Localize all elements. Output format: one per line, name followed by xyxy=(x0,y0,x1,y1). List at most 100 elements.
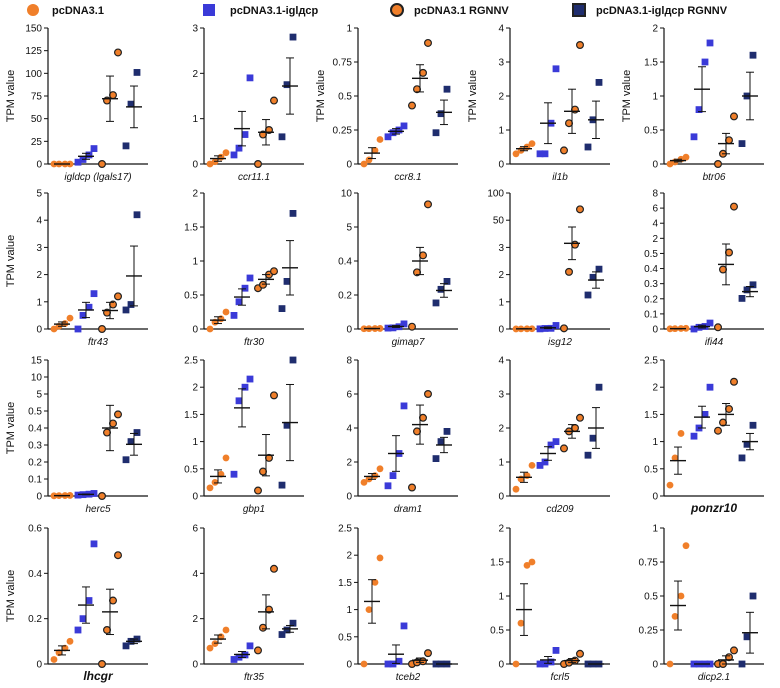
y-tick-label: 8 xyxy=(652,189,658,200)
y-axis-label: TPM value xyxy=(5,402,17,455)
data-point xyxy=(127,438,135,445)
gene-label: igldcp (lgals17) xyxy=(64,172,131,183)
y-tick-label: 125 xyxy=(25,46,42,57)
y-tick-label: 2 xyxy=(192,383,198,394)
data-point xyxy=(283,278,291,285)
data-point xyxy=(541,660,549,668)
data-point xyxy=(102,625,111,634)
y-tick-label: 0.5 xyxy=(644,249,658,260)
y-tick-label: 4 xyxy=(652,219,658,230)
y-tick-label: 50 xyxy=(31,114,43,125)
gene-label: ftr35 xyxy=(244,672,264,683)
y-tick-label: 100 xyxy=(487,189,504,200)
y-tick-label: 25 xyxy=(31,137,43,148)
data-point xyxy=(536,462,544,469)
gene-label: ccr8.1 xyxy=(394,172,421,183)
y-tick-label: 3 xyxy=(498,58,504,69)
data-point xyxy=(575,413,584,422)
y-tick-label: 0 xyxy=(652,160,658,171)
panel-ifi44: 0 0.1 0.2 0.3 0.4 0.5 2 4 6 8 ifi44 xyxy=(644,189,764,348)
data-point xyxy=(97,160,106,169)
data-point xyxy=(97,325,106,334)
data-point xyxy=(230,470,238,478)
data-point xyxy=(419,413,428,422)
data-point xyxy=(690,325,698,333)
panel-herc5: 0 0.1 0.2 0.3 0.4 0.5 5 10 15 TPM value herc5 xyxy=(5,356,148,515)
data-point xyxy=(749,592,757,600)
panel-tceb2: 0 0.5 1 1.5 2 2.5 tceb2 xyxy=(338,524,458,683)
data-point xyxy=(235,397,243,405)
data-point xyxy=(127,301,135,308)
data-point xyxy=(547,658,555,666)
data-point xyxy=(564,119,573,128)
data-point xyxy=(90,540,98,548)
data-point xyxy=(552,438,560,445)
y-tick-label: 2 xyxy=(346,551,352,562)
data-point xyxy=(559,444,568,453)
data-point xyxy=(512,485,520,493)
y-tick-label: 5 xyxy=(36,390,42,401)
data-point xyxy=(74,491,82,499)
data-point xyxy=(235,144,243,152)
data-point xyxy=(724,248,733,257)
y-tick-label: 2 xyxy=(498,524,504,535)
data-point xyxy=(424,390,433,399)
panel-lhcgr: 0 0.2 0.4 0.6 TPM value lhcgr xyxy=(5,524,148,683)
data-point xyxy=(241,284,249,292)
data-point xyxy=(50,325,58,333)
data-point xyxy=(246,642,254,650)
y-tick-label: 0 xyxy=(498,325,504,336)
gene-label: il1b xyxy=(552,172,568,183)
data-point xyxy=(713,160,722,169)
data-point xyxy=(424,649,433,658)
legend-label-iglдcp: pcDNA3.1-iglдcp xyxy=(230,5,319,17)
data-point xyxy=(536,325,544,333)
y-tick-label: 1.5 xyxy=(490,558,504,569)
gene-label: gimap7 xyxy=(392,337,425,348)
data-point xyxy=(222,454,230,462)
y-tick-label: 2 xyxy=(192,189,198,200)
legend-label-iglдcp-rgnnv: pcDNA3.1-iglдcp RGNNV xyxy=(596,5,728,17)
data-point xyxy=(384,660,392,668)
y-tick-label: 0 xyxy=(36,160,42,171)
data-point xyxy=(749,51,757,59)
legend-marker-iglдcp xyxy=(203,4,215,16)
data-point xyxy=(749,281,757,289)
data-point xyxy=(559,146,568,155)
panel-ponzr10: 0 0.5 1 1.5 2 2.5 ponzr10 xyxy=(644,356,764,515)
y-tick-label: 0.1 xyxy=(28,475,42,486)
data-point xyxy=(419,657,428,666)
y-tick-label: 1 xyxy=(36,297,42,308)
data-point xyxy=(122,642,130,650)
y-tick-label: 5 xyxy=(36,189,42,200)
gene-label: lhcgr xyxy=(83,669,114,683)
y-tick-label: 3 xyxy=(498,243,504,254)
y-tick-label: 100 xyxy=(25,69,42,80)
y-tick-label: 0 xyxy=(36,492,42,503)
data-point xyxy=(570,424,579,433)
y-tick-label: 0.5 xyxy=(490,626,504,637)
data-point xyxy=(384,324,392,332)
y-tick-label: 2 xyxy=(498,270,504,281)
data-point xyxy=(102,428,111,437)
y-tick-label: 0 xyxy=(652,492,658,503)
data-point xyxy=(595,383,603,391)
y-tick-label: 0.2 xyxy=(338,291,352,302)
y-tick-label: 2 xyxy=(652,234,658,245)
data-point xyxy=(66,637,74,645)
data-point xyxy=(90,290,98,298)
data-point xyxy=(666,481,674,489)
y-tick-label: 1 xyxy=(498,297,504,308)
data-point xyxy=(395,657,403,665)
data-point xyxy=(713,426,722,435)
gene-label: dram1 xyxy=(394,504,422,515)
data-point xyxy=(85,597,93,604)
gene-label: ftr43 xyxy=(88,337,108,348)
legend-marker-pcdna xyxy=(27,4,39,16)
data-point xyxy=(74,158,82,166)
data-point xyxy=(701,411,709,418)
y-tick-label: 0 xyxy=(192,325,198,336)
data-point xyxy=(706,383,714,391)
data-point xyxy=(246,274,254,282)
y-tick-label: 0.5 xyxy=(184,464,198,475)
